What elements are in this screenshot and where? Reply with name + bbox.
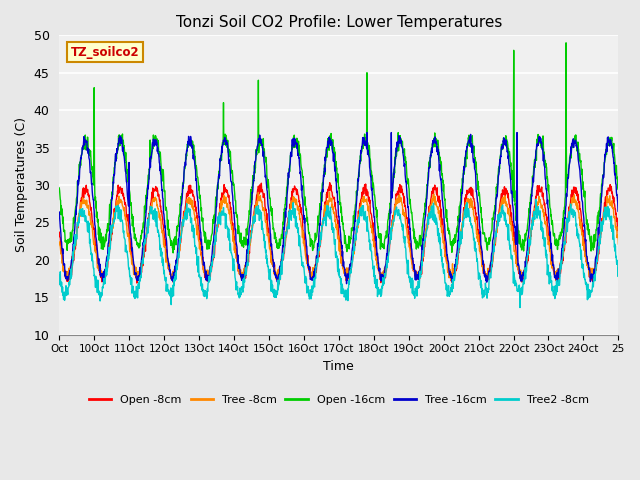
Open -8cm	[56, 229, 63, 235]
Open -16cm	[148, 141, 156, 147]
Open -16cm	[614, 187, 622, 192]
Tree -8cm	[56, 239, 63, 245]
Tree2 -8cm	[516, 305, 524, 311]
Title: Tonzi Soil CO2 Profile: Lower Temperatures: Tonzi Soil CO2 Profile: Lower Temperatur…	[175, 15, 502, 30]
Tree -8cm	[326, 189, 333, 195]
Line: Tree -8cm: Tree -8cm	[60, 192, 618, 281]
Open -16cm	[56, 185, 63, 191]
Text: TZ_soilco2: TZ_soilco2	[70, 46, 139, 59]
Tree2 -8cm	[159, 260, 166, 265]
Tree2 -8cm	[347, 270, 355, 276]
Open -16cm	[316, 212, 324, 217]
Tree -16cm	[348, 258, 355, 264]
Line: Tree2 -8cm: Tree2 -8cm	[60, 199, 618, 308]
Open -8cm	[148, 195, 156, 201]
Tree -8cm	[239, 278, 247, 284]
Tree -16cm	[316, 222, 324, 228]
Tree2 -8cm	[614, 265, 622, 271]
Tree -16cm	[503, 149, 511, 155]
Tree2 -8cm	[56, 273, 63, 278]
Open -8cm	[316, 243, 324, 249]
Open -16cm	[170, 250, 177, 256]
Tree2 -8cm	[502, 224, 510, 229]
Open -16cm	[372, 205, 380, 211]
Tree2 -8cm	[316, 242, 324, 248]
Line: Open -16cm: Open -16cm	[60, 43, 618, 253]
Open -8cm	[503, 188, 511, 194]
Tree -16cm	[159, 187, 166, 193]
Y-axis label: Soil Temperatures (C): Soil Temperatures (C)	[15, 118, 28, 252]
Tree -8cm	[348, 261, 355, 267]
X-axis label: Time: Time	[323, 360, 354, 373]
Open -16cm	[348, 232, 355, 238]
Tree -16cm	[614, 209, 622, 215]
Line: Tree -16cm: Tree -16cm	[60, 132, 618, 284]
Legend: Open -8cm, Tree -8cm, Open -16cm, Tree -16cm, Tree2 -8cm: Open -8cm, Tree -8cm, Open -16cm, Tree -…	[84, 391, 593, 410]
Open -8cm	[348, 263, 355, 269]
Open -16cm	[503, 144, 511, 150]
Tree -8cm	[316, 232, 324, 238]
Open -8cm	[159, 214, 166, 220]
Open -16cm	[562, 40, 570, 46]
Tree -8cm	[159, 230, 166, 236]
Tree2 -8cm	[532, 196, 540, 202]
Line: Open -8cm: Open -8cm	[60, 183, 618, 284]
Open -8cm	[275, 281, 283, 287]
Tree2 -8cm	[148, 211, 156, 216]
Tree -8cm	[614, 241, 622, 247]
Tree -16cm	[342, 281, 350, 287]
Tree -8cm	[372, 257, 380, 263]
Tree -16cm	[363, 130, 371, 135]
Open -8cm	[614, 230, 622, 236]
Open -8cm	[326, 180, 333, 186]
Tree -16cm	[148, 140, 156, 145]
Tree -8cm	[148, 197, 156, 203]
Tree -16cm	[56, 209, 63, 215]
Open -16cm	[159, 178, 166, 184]
Tree -8cm	[503, 204, 511, 210]
Tree2 -8cm	[372, 276, 380, 282]
Tree -16cm	[372, 234, 380, 240]
Open -8cm	[372, 248, 380, 253]
